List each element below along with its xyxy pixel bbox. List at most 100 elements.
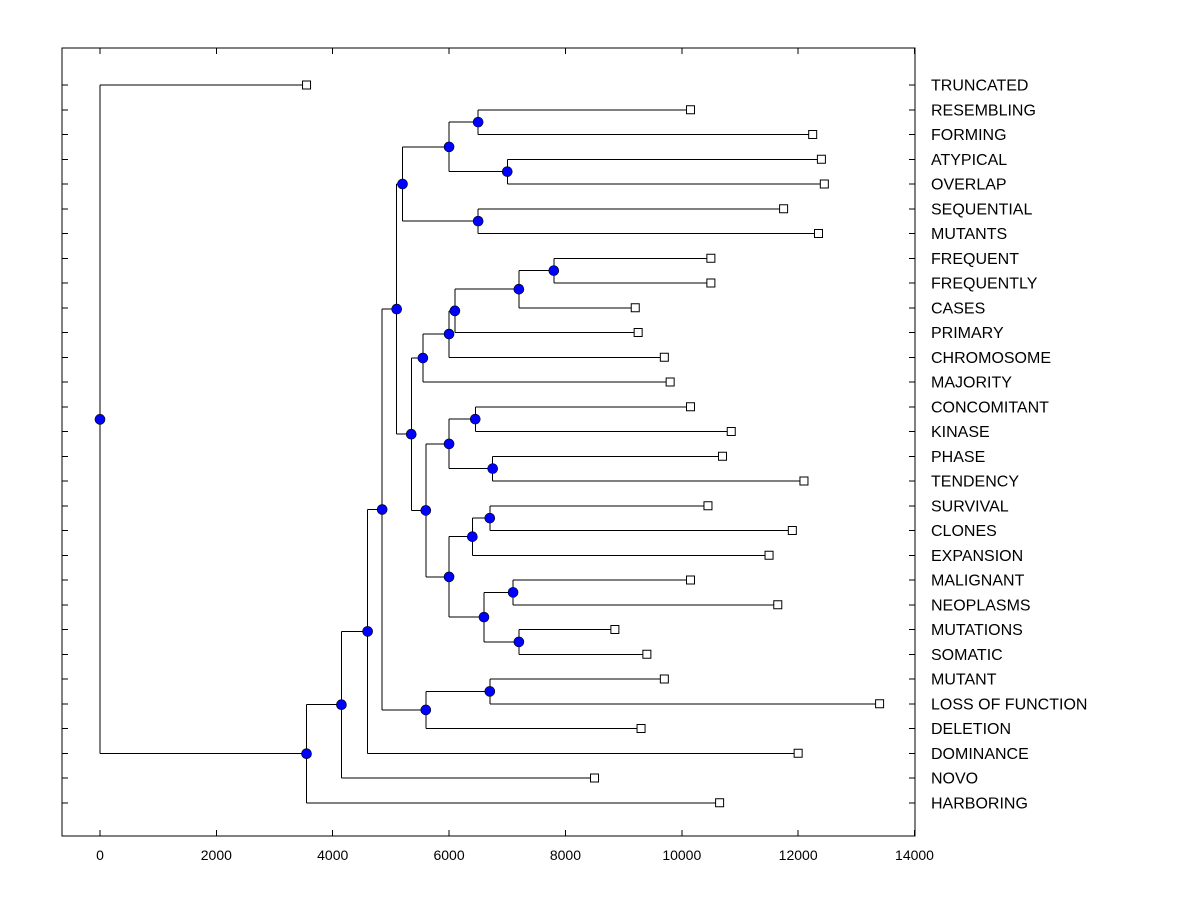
plot-frame (61, 47, 916, 837)
leaf-label-harboring: HARBORING (931, 795, 1028, 812)
merge-node-n2 (501, 166, 513, 177)
leaf-marker-somatic (642, 649, 652, 659)
leaf-marker-expansion (764, 550, 774, 560)
merge-node-n27 (336, 699, 347, 710)
merge-node-n14 (484, 512, 496, 524)
x-axis: 0 2000 4000 6000 8000 10000 12000 14000 (96, 48, 934, 863)
x-tick-label-0: 0 (96, 847, 104, 863)
leaf-label-frequent: FREQUENT (931, 251, 1019, 268)
leaf-marker-mutant (659, 674, 669, 684)
leaf-label-expansion: EXPANSION (931, 548, 1023, 565)
leaf-label-concomitant: CONCOMITANT (931, 399, 1049, 416)
leaf-marker-deletion (636, 724, 646, 733)
leaf-marker-frequent (706, 253, 716, 263)
leaf-label-phase: PHASE (931, 449, 985, 466)
merge-node-n11 (469, 413, 481, 425)
x-tick-label-8000: 8000 (550, 847, 581, 863)
merge-node-n16 (507, 587, 519, 598)
merge-node-n3 (443, 141, 455, 153)
merge-node-n20 (420, 505, 432, 516)
leaf-marker-resembling (686, 105, 696, 115)
merge-node-n19 (443, 571, 455, 583)
leaf-label-overlap: OVERLAP (931, 177, 1007, 194)
merge-node-n12 (487, 463, 499, 474)
leaf-label-truncated: TRUNCATED (931, 78, 1028, 95)
merge-node-n21 (405, 428, 417, 440)
leaf-label-kinase: KINASE (931, 424, 990, 441)
leaf-label-forming: FORMING (931, 127, 1007, 144)
leaf-marker-forming (808, 130, 818, 139)
x-tick-label-14000: 14000 (895, 847, 934, 863)
leaf-label-mutants: MUTANTS (931, 226, 1007, 243)
leaf-marker-tendency (799, 476, 809, 486)
merge-node-n23 (484, 686, 496, 697)
merge-node-n24 (420, 704, 432, 716)
y-tick-marks (62, 84, 915, 804)
merge-node-n6 (548, 265, 560, 276)
merge-node-n28 (301, 748, 312, 760)
leaf-marker-concomitant (686, 402, 696, 412)
merge-node-n9 (443, 328, 455, 340)
merge-node-n8 (449, 305, 461, 317)
leaf-label-neoplasms: NEOPLASMS (931, 597, 1031, 614)
x-tick-label-10000: 10000 (662, 847, 701, 863)
leaf-label-somatic: SOMATIC (931, 647, 1003, 664)
leaf-label-mutant: MUTANT (931, 672, 997, 689)
merge-node-n4 (472, 215, 484, 227)
leaf-marker-dominance (793, 748, 803, 758)
merge-node-n5 (397, 178, 408, 190)
leaf-marker-atypical (816, 154, 826, 164)
merge-node-n17 (513, 636, 525, 648)
leaf-label-malignant: MALIGNANT (931, 573, 1025, 590)
merge-node-n13 (443, 438, 455, 450)
merge-node-n22 (391, 303, 403, 315)
leaf-markers (302, 80, 885, 808)
x-tick-label-6000: 6000 (433, 847, 464, 863)
leaf-marker-chromosome (659, 352, 669, 362)
merge-node-n25 (376, 504, 388, 515)
leaf-marker-cases (630, 303, 640, 313)
leaf-marker-phase (718, 451, 728, 461)
leaf-label-cases: CASES (931, 300, 985, 317)
x-tick-label-2000: 2000 (201, 847, 232, 863)
leaf-label-loss-of-function: LOSS OF FUNCTION (931, 696, 1087, 713)
leaf-label-sequential: SEQUENTIAL (931, 201, 1032, 218)
merge-node-n1 (472, 116, 484, 128)
leaf-labels: TRUNCATED RESEMBLING FORMING ATYPICAL OVERLA… (931, 78, 1087, 813)
leaf-marker-neoplasms (773, 600, 783, 610)
leaf-label-mutations: MUTATIONS (931, 622, 1023, 639)
merge-node-n15 (467, 531, 478, 542)
leaf-marker-overlap (819, 179, 829, 189)
leaf-label-dominance: DOMINANCE (931, 746, 1029, 763)
leaf-marker-frequently (706, 278, 716, 288)
leaf-marker-survival (703, 501, 713, 511)
leaf-label-resembling: RESEMBLING (931, 102, 1036, 119)
leaf-marker-mutations (610, 625, 620, 634)
leaf-marker-mutants (814, 229, 824, 238)
leaf-label-chromosome: CHROMOSOME (931, 350, 1051, 367)
leaf-label-novo: NOVO (931, 771, 978, 788)
leaf-marker-loss-of-function (875, 699, 885, 709)
leaf-marker-malignant (686, 575, 696, 585)
merge-nodes (94, 116, 560, 760)
leaf-marker-primary (633, 328, 643, 337)
leaf-label-majority: MAJORITY (931, 375, 1012, 392)
leaf-label-survival: SURVIVAL (931, 498, 1009, 515)
x-tick-label-12000: 12000 (779, 847, 818, 863)
merge-node-n18 (478, 611, 490, 623)
leaf-marker-harboring (715, 798, 725, 808)
leaf-marker-truncated (302, 80, 312, 90)
leaf-marker-majority (665, 377, 675, 387)
merge-node-n10 (417, 352, 429, 364)
merge-node-n26 (362, 626, 373, 637)
leaf-label-clones: CLONES (931, 523, 997, 540)
merge-node-n29 (94, 414, 106, 425)
leaf-label-tendency: TENDENCY (931, 474, 1019, 491)
leaf-marker-clones (787, 526, 797, 535)
leaf-marker-sequential (779, 204, 789, 214)
x-tick-label-4000: 4000 (317, 847, 348, 863)
leaf-label-frequently: FREQUENTLY (931, 276, 1038, 293)
leaf-label-atypical: ATYPICAL (931, 152, 1007, 169)
leaf-marker-novo (590, 773, 600, 783)
